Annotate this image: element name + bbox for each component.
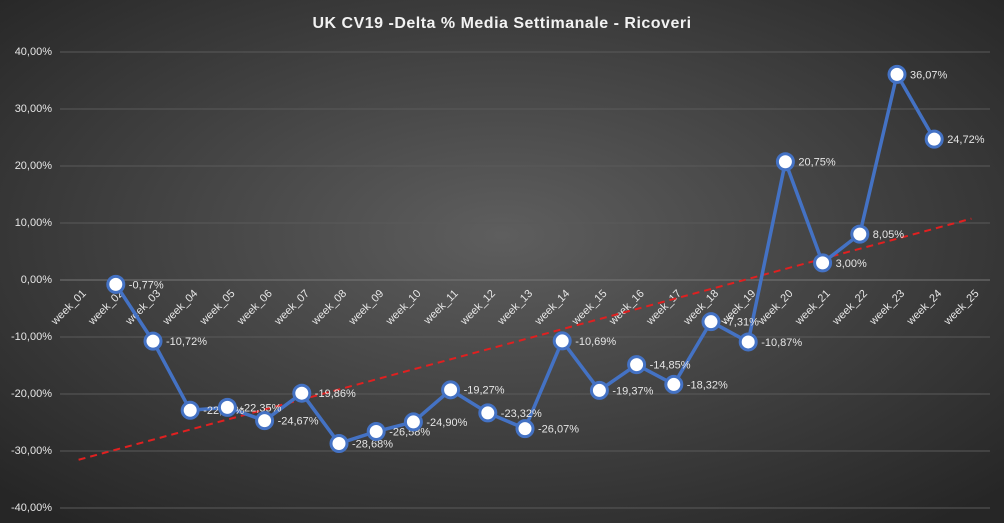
- data-label: 3,00%: [836, 258, 867, 270]
- data-label: -19,27%: [464, 385, 505, 397]
- data-label: -10,69%: [575, 336, 616, 348]
- data-label: -22,35%: [240, 402, 281, 414]
- data-label: 8,05%: [873, 229, 904, 241]
- data-label: 36,07%: [910, 69, 948, 81]
- y-tick-label: 30,00%: [15, 103, 53, 115]
- point: [255, 411, 275, 431]
- chart-title: UK CV19 -Delta % Media Settimanale - Ric…: [312, 15, 691, 32]
- data-label: -10,87%: [761, 337, 802, 349]
- point: [627, 355, 647, 375]
- data-label: -26,58%: [389, 426, 430, 438]
- data-label: -7,31%: [724, 317, 759, 329]
- point: [478, 403, 498, 423]
- y-tick-label: -10,00%: [11, 331, 52, 343]
- point: [143, 331, 163, 351]
- data-label: -18,32%: [687, 379, 728, 391]
- point: [441, 380, 461, 400]
- point: [664, 374, 684, 394]
- point: [887, 64, 907, 84]
- y-tick-label: -20,00%: [11, 388, 52, 400]
- data-label: -24,90%: [426, 417, 467, 429]
- point: [515, 419, 535, 439]
- data-label: -14,85%: [650, 360, 691, 372]
- data-label: -23,32%: [501, 408, 542, 420]
- point: [924, 129, 944, 149]
- y-tick-label: 10,00%: [15, 217, 53, 229]
- point: [701, 312, 721, 332]
- point: [813, 253, 833, 273]
- point: [403, 412, 423, 432]
- y-tick-label: -30,00%: [11, 445, 52, 457]
- data-label: -10,72%: [166, 336, 207, 348]
- point: [589, 380, 609, 400]
- data-label: -19,37%: [612, 385, 653, 397]
- y-tick-label: 40,00%: [15, 46, 53, 58]
- point: [106, 274, 126, 294]
- data-label: -19,86%: [315, 388, 356, 400]
- data-label: -28,68%: [352, 438, 393, 450]
- data-label: -0,77%: [129, 279, 164, 291]
- data-label: -24,67%: [278, 416, 319, 428]
- data-label: 24,72%: [947, 134, 985, 146]
- point: [366, 422, 386, 442]
- y-tick-label: 20,00%: [15, 160, 53, 172]
- point: [775, 152, 795, 172]
- y-tick-label: -40,00%: [11, 502, 52, 514]
- point: [738, 332, 758, 352]
- point: [850, 224, 870, 244]
- point: [217, 397, 237, 417]
- point: [180, 400, 200, 420]
- data-label: 20,75%: [798, 157, 836, 169]
- point: [292, 383, 312, 403]
- point: [552, 331, 572, 351]
- data-label: -26,07%: [538, 424, 579, 436]
- point: [329, 433, 349, 453]
- y-tick-label: 0,00%: [21, 274, 52, 286]
